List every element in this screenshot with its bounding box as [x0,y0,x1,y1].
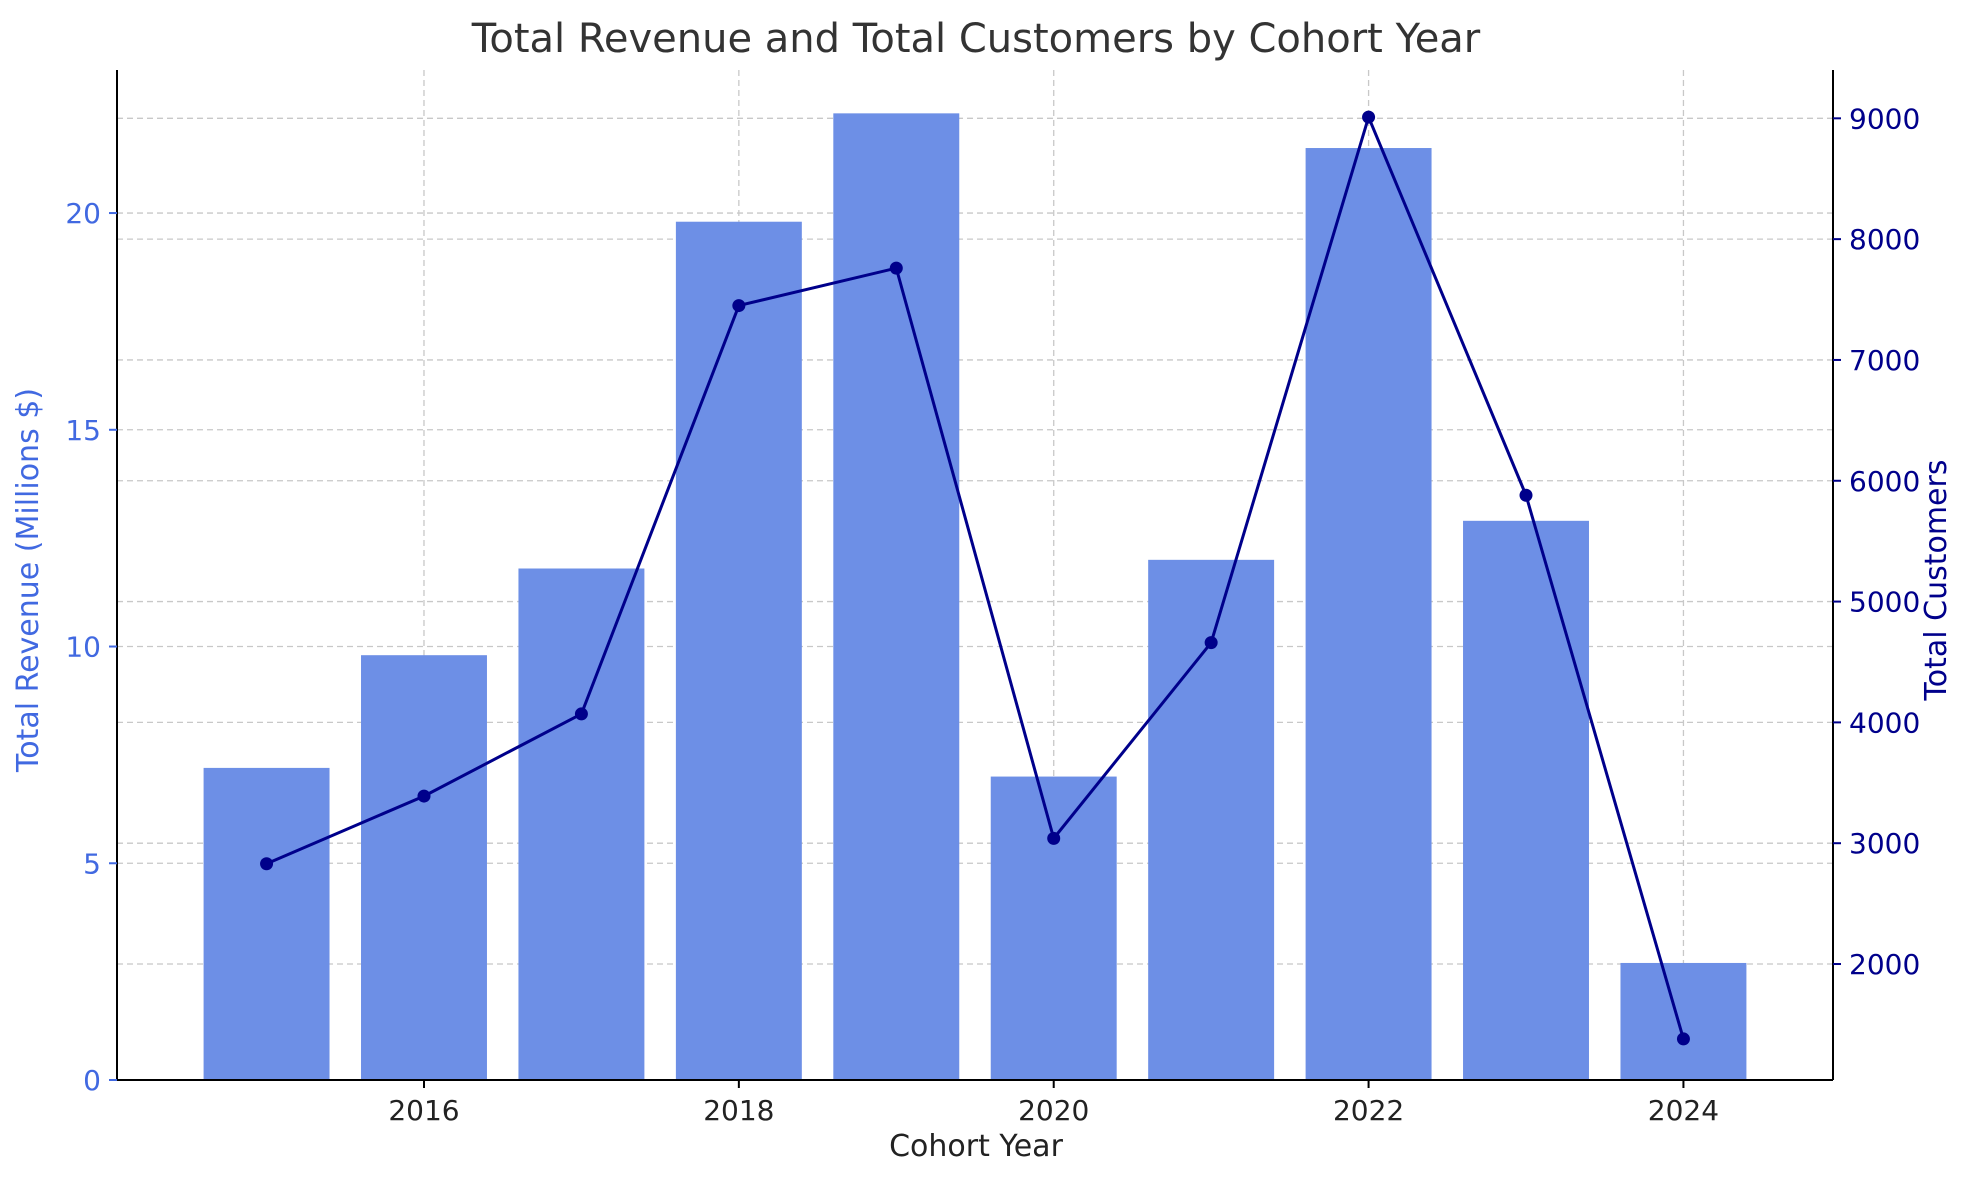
y-tick-label-right: 2000 [1849,948,1920,981]
y-tick-label-left: 15 [65,414,101,447]
x-tick-label: 2020 [1018,1094,1089,1127]
revenue-bar-2023 [1463,520,1589,1080]
y-tick-label-left: 0 [83,1064,101,1097]
axes: 2016 2018 2020 2022 2024 0 5 10 15 20 2000 3000 4000… [65,70,1920,1127]
customers-line [265,112,1685,1040]
customers-point-2021 [1204,636,1218,650]
bar-series [203,113,1747,1080]
customers-point-2017 [574,707,588,721]
customers-point-2016 [417,789,431,803]
y-tick-label-right: 6000 [1849,465,1920,498]
revenue-bar-2015 [203,767,330,1080]
revenue-bar-2020 [990,776,1117,1080]
chart-title: Total Revenue and Total Customers by Coh… [471,16,1481,62]
customers-point-2018 [732,299,746,313]
revenue-bar-2016 [361,655,487,1080]
revenue-bar-2017 [518,568,645,1080]
y-tick-label-right: 9000 [1849,102,1920,135]
customers-point-2015 [260,857,274,871]
x-tick-label: 2016 [388,1094,459,1127]
x-tick-label: 2024 [1648,1094,1719,1127]
y-tick-label-left: 5 [83,847,101,880]
x-tick-label: 2018 [703,1094,774,1127]
revenue-bar-2019 [833,113,960,1080]
x-axis-label: Cohort Year [889,1129,1063,1164]
y-tick-label-left: 10 [65,631,101,664]
customers-point-2024 [1676,1032,1690,1046]
y-tick-label-right: 7000 [1849,344,1920,377]
revenue-bar-2024 [1620,962,1747,1080]
x-tick-label: 2022 [1333,1094,1404,1127]
customers-point-2019 [889,261,903,275]
y-axis-label-left: Total Revenue (Millions $) [11,388,46,773]
y-tick-label-left: 20 [65,197,101,230]
customers-point-2023 [1519,488,1533,502]
customers-point-2022 [1362,110,1376,124]
revenue-bar-2018 [675,221,802,1080]
y-axis-label-right: Total Customers [1919,460,1954,702]
y-tick-label-right: 5000 [1849,586,1920,619]
y-tick-label-right: 8000 [1849,223,1920,256]
revenue-bar-2022 [1305,148,1432,1080]
customers-point-2020 [1047,831,1061,845]
y-tick-label-right: 4000 [1849,706,1920,739]
y-tick-label-right: 3000 [1849,827,1920,860]
customers-line-series [260,110,1690,1046]
